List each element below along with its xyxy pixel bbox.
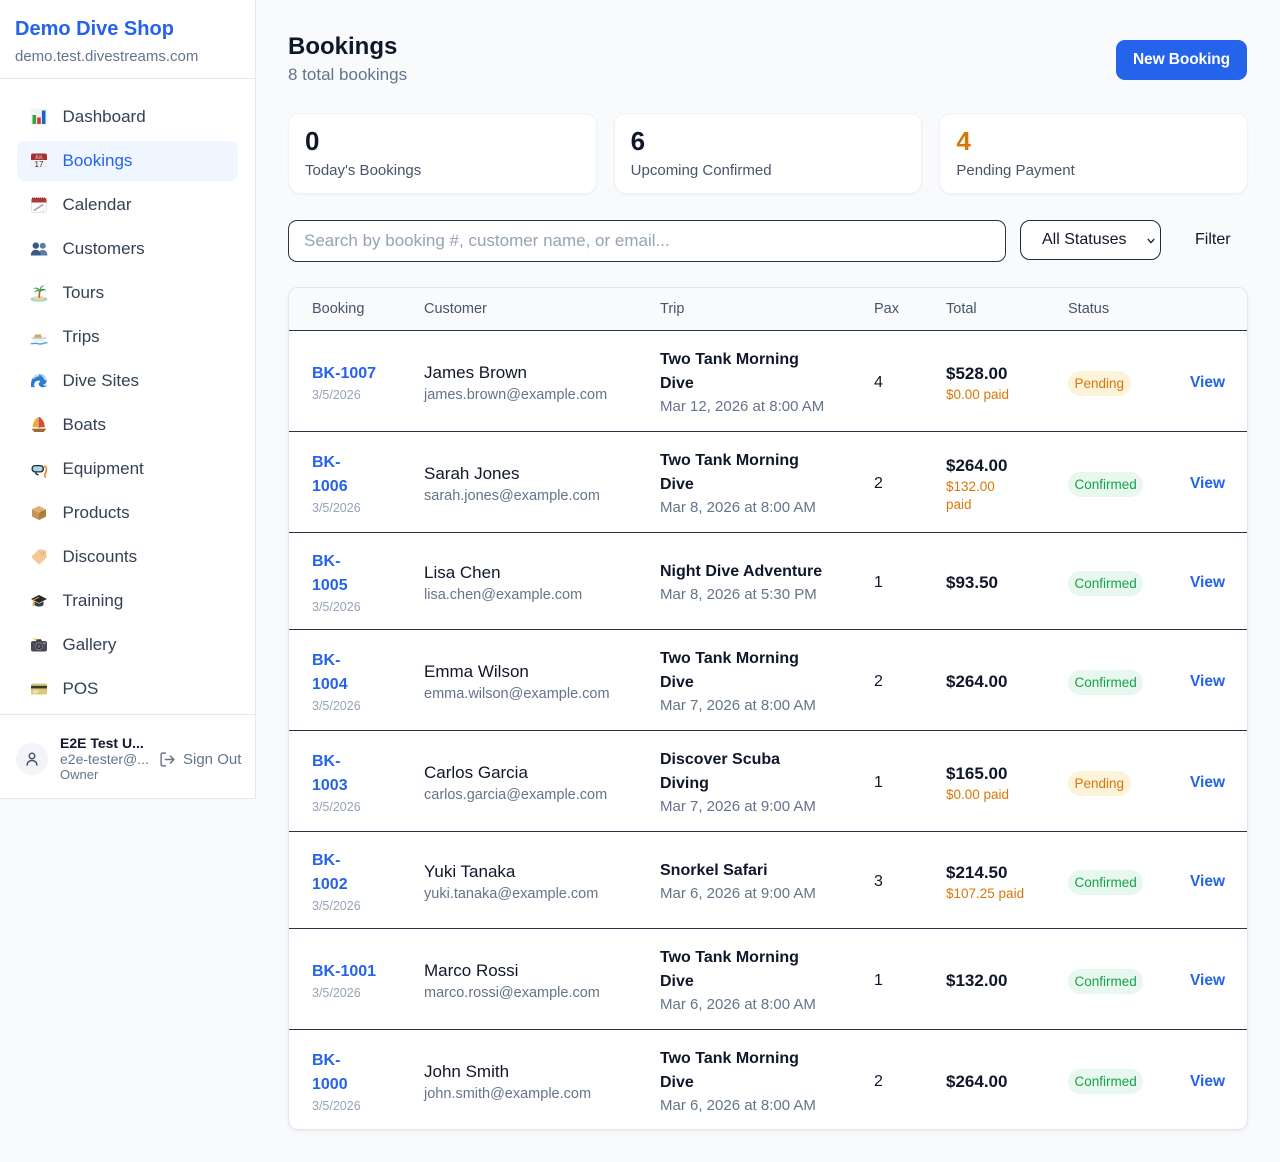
svg-text:17: 17	[34, 160, 43, 169]
svg-text:JUL: JUL	[34, 155, 42, 160]
